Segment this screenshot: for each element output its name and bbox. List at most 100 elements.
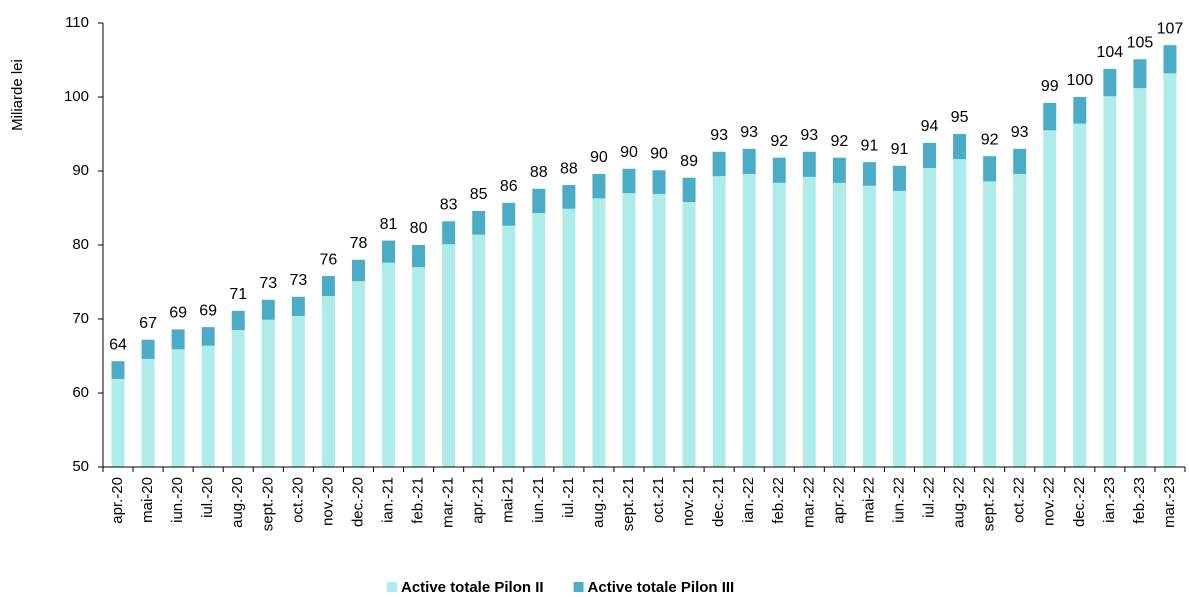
total-label: 73 <box>289 272 307 289</box>
x-tick-label: sept.-21 <box>620 477 637 531</box>
x-tick-label: feb.-22 <box>770 477 787 524</box>
bar-segment <box>562 208 576 468</box>
bar-segment <box>201 327 215 346</box>
bar-segment <box>141 358 155 467</box>
x-tick-label: apr.-20 <box>109 477 126 524</box>
bar-segment <box>983 181 997 468</box>
total-label: 92 <box>830 133 848 150</box>
legend-swatch <box>387 582 397 592</box>
x-tick-label: sept.-22 <box>981 477 998 531</box>
bar-segment <box>502 225 516 467</box>
bar-segment <box>321 276 335 297</box>
x-tick-label: nov.-22 <box>1041 477 1058 526</box>
total-label: 85 <box>470 186 488 203</box>
legend-label: Active totale Pilon II <box>401 579 544 596</box>
bar-segment <box>712 176 726 467</box>
total-label: 64 <box>109 336 127 353</box>
bar-segment <box>472 210 486 235</box>
x-tick-label: apr.-22 <box>830 477 847 524</box>
bar-segment <box>652 193 666 467</box>
x-tick-label: ian.-21 <box>379 477 396 523</box>
x-tick-label: aug.-22 <box>951 477 968 528</box>
bar-segment <box>1163 73 1177 467</box>
bar-segment <box>291 296 305 317</box>
bar-segment <box>231 310 245 331</box>
bar-segment <box>1013 148 1027 174</box>
bar-segment <box>1133 59 1147 89</box>
bar-segment <box>1073 123 1087 467</box>
total-label: 76 <box>320 251 338 268</box>
bar-segment <box>923 142 937 169</box>
legend-label: Active totale Pilon III <box>588 579 735 596</box>
total-label: 92 <box>770 133 788 150</box>
bar-segment <box>772 182 786 467</box>
x-tick-label: mai-20 <box>139 477 156 523</box>
x-tick-label: iul.-22 <box>920 477 937 518</box>
total-label: 73 <box>259 275 277 292</box>
y-tick-label: 100 <box>64 88 89 105</box>
bar-segment <box>802 151 816 177</box>
total-label: 69 <box>199 302 217 319</box>
x-tick-label: oct.-22 <box>1011 477 1028 523</box>
x-tick-label: aug.-20 <box>229 477 246 528</box>
bar-segment <box>923 168 937 468</box>
bar-segment <box>261 299 275 320</box>
bar-segment <box>953 134 967 160</box>
x-tick-label: dec.-22 <box>1071 477 1088 527</box>
y-tick-label: 60 <box>72 384 89 401</box>
bar-segment <box>712 151 726 177</box>
legend-swatch <box>573 582 584 592</box>
total-label: 81 <box>380 216 398 233</box>
total-label: 71 <box>229 286 247 303</box>
bar-segment <box>862 162 876 186</box>
x-tick-label: nov.-20 <box>319 477 336 526</box>
total-label: 105 <box>1127 34 1154 51</box>
x-tick-label: mai-22 <box>860 477 877 523</box>
total-label: 100 <box>1066 72 1093 89</box>
bar-segment <box>983 156 997 182</box>
bar-segment <box>1043 102 1057 131</box>
x-tick-label: dec.-20 <box>349 477 366 527</box>
total-label: 104 <box>1097 44 1124 61</box>
bar-segment <box>412 267 426 467</box>
total-label: 93 <box>800 127 818 144</box>
bar-segment <box>442 221 456 245</box>
bar-segment <box>1073 97 1087 124</box>
x-tick-label: feb.-23 <box>1131 477 1148 524</box>
bar-segment <box>201 345 215 467</box>
total-label: 95 <box>951 109 969 126</box>
x-tick-label: sept.-20 <box>259 477 276 531</box>
bar-segment <box>682 202 696 467</box>
y-axis-label: Miliarde lei <box>9 59 26 131</box>
y-tick-label: 80 <box>72 236 89 253</box>
total-label: 107 <box>1157 20 1184 37</box>
total-label: 94 <box>921 118 939 135</box>
bar-segment <box>351 259 365 282</box>
bar-segment <box>892 165 906 191</box>
bar-segment <box>1043 130 1057 468</box>
total-label: 88 <box>530 164 548 181</box>
bar-segment <box>382 262 396 467</box>
y-tick-label: 110 <box>65 14 89 31</box>
bar-segment <box>1133 88 1147 468</box>
bar-segment <box>111 361 125 379</box>
total-label: 93 <box>1011 124 1029 141</box>
total-label: 90 <box>620 144 638 161</box>
bar-segment <box>231 330 245 467</box>
x-tick-label: ian.-22 <box>740 477 757 523</box>
x-tick-label: mar.-23 <box>1161 477 1178 528</box>
bar-segment <box>351 281 365 467</box>
bar-segment <box>1013 173 1027 467</box>
bar-segment <box>412 245 426 268</box>
bar-segment <box>141 339 155 359</box>
total-label: 88 <box>560 160 578 177</box>
x-tick-label: iun.-22 <box>890 477 907 523</box>
bar-segment <box>652 170 666 194</box>
total-label: 93 <box>740 124 758 141</box>
bar-segment <box>502 202 516 226</box>
bar-segment <box>622 168 636 194</box>
total-label: 99 <box>1041 78 1059 95</box>
bar-segment <box>592 173 606 199</box>
bar-segment <box>261 319 275 467</box>
